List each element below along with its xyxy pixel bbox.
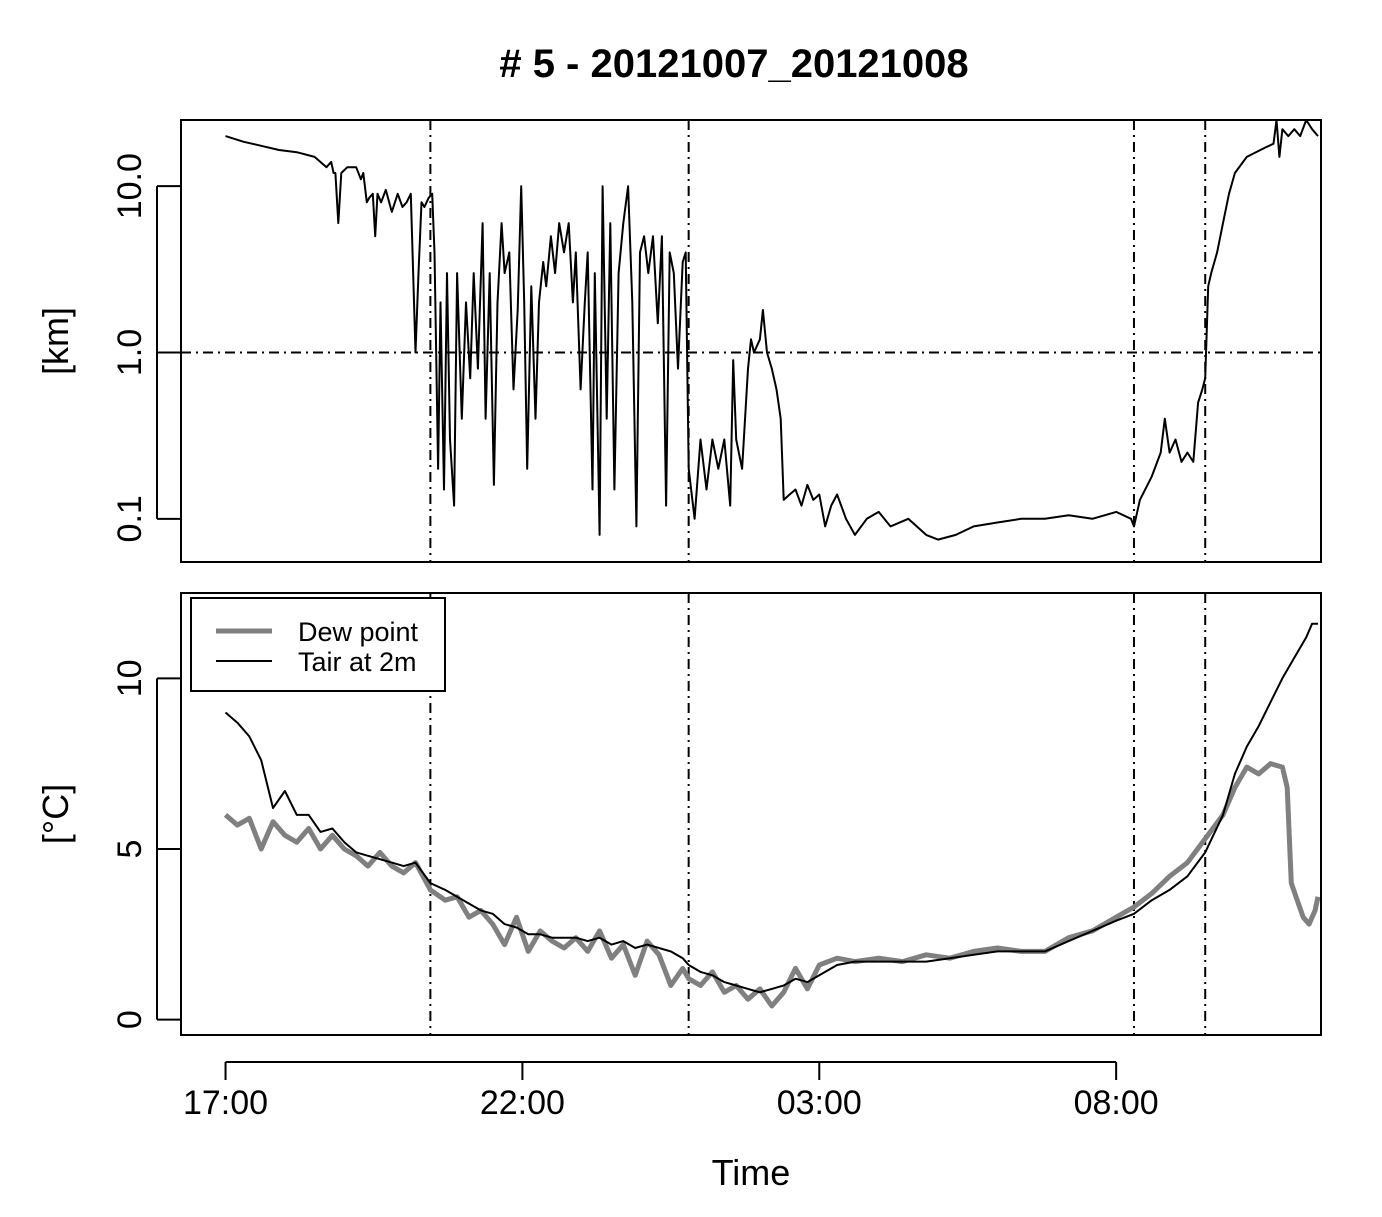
legend-label-tair: Tair at 2m (298, 647, 417, 677)
chart-title: # 5 - 20121007_20121008 (499, 42, 968, 86)
p2-ytick-label-2: 10 (111, 659, 149, 697)
x-label: Time (712, 1152, 791, 1193)
p2-plot-frame (180, 592, 1322, 1036)
p1-y-label: [km] (35, 307, 76, 375)
p1-ytick-label-0: 0.1 (111, 495, 149, 542)
visibility-panel: 0.1 1.0 10.0 [km] (35, 119, 1322, 563)
x-tick-label-3: 08:00 (1074, 1084, 1159, 1122)
p1-ytick-label-1: 1.0 (111, 329, 149, 376)
p1-series (225, 119, 1319, 541)
x-tick-label-1: 22:00 (480, 1084, 565, 1122)
p2-series-1-line (224, 622, 1318, 994)
legend-label-dew-point: Dew point (298, 617, 419, 647)
x-tick-label-2: 03:00 (777, 1084, 862, 1122)
x-tick-label-0: 17:00 (183, 1084, 268, 1122)
p2-series-0-line (223, 761, 1321, 1009)
p1-plot-frame (180, 119, 1322, 563)
p1-y-axis: 0.1 1.0 10.0 (111, 153, 181, 542)
p1-ytick-label-2: 10.0 (111, 153, 149, 219)
p2-ytick-label-0: 0 (111, 1010, 149, 1029)
p2-y-label: [°C] (35, 784, 76, 844)
p2-series (223, 622, 1321, 1009)
p2-y-axis: 0 5 10 (111, 659, 181, 1029)
temperature-panel: 0 5 10 [°C] Dew point Tair at 2m (35, 592, 1322, 1036)
p1-vlines (429, 120, 1207, 562)
legend-box (190, 597, 446, 692)
x-axis: 17:00 22:00 03:00 08:00 (183, 1061, 1159, 1122)
p2-ytick-label-1: 5 (111, 840, 149, 859)
legend: Dew point Tair at 2m (190, 597, 446, 692)
p1-series-0-line (225, 119, 1319, 541)
